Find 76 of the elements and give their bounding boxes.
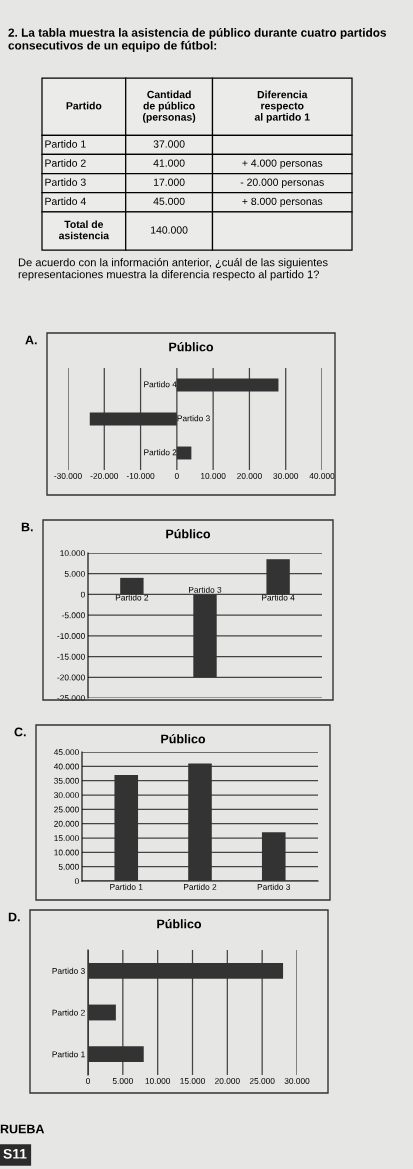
x-tick-label: 40.000 [309, 473, 335, 479]
text: S11 [3, 1148, 27, 1159]
y-tick-label: 0 [74, 878, 79, 885]
chart-title: Público [157, 919, 202, 929]
bar [120, 577, 144, 595]
x-tick-label: Partido 2 [184, 883, 217, 890]
x-tick-label: 0 [174, 473, 179, 479]
y-tick-label: 15.000 [54, 835, 79, 842]
y-tick-label: 5.000 [58, 863, 79, 870]
category-label: Partido 3 [177, 415, 210, 422]
text: Cantidad de público (personas) [142, 90, 196, 123]
text: + 8.000 personas [242, 197, 323, 208]
y-tick-label: 5.000 [64, 570, 85, 577]
y-tick-label: 40.000 [53, 763, 79, 770]
text: 17.000 [153, 178, 185, 186]
x-tick-label: 30.000 [284, 1078, 310, 1084]
text: D. [8, 912, 20, 922]
bar [266, 559, 290, 595]
bar [176, 378, 279, 392]
y-tick-label: 20.000 [54, 820, 79, 827]
text: Total de asistencia [58, 220, 110, 240]
y-tick-label: 25.000 [54, 806, 79, 813]
y-tick-label: Partido 1 [52, 1051, 85, 1058]
x-tick-label: -10.000 [126, 473, 155, 479]
y-tick-label: 45.000 [53, 749, 79, 756]
bar [114, 774, 139, 881]
x-tick-label: 5.000 [112, 1078, 133, 1084]
text: - 20.000 personas [240, 178, 324, 188]
text: Partido 4 [45, 197, 86, 206]
text: De acuerdo con la información anterior, ¿cuál de las siguientes representaciones muestra la diferencia respecto al partido 1? [18, 258, 328, 281]
chart-title: Público [166, 529, 211, 539]
x-tick-label: 20.000 [237, 473, 262, 479]
text: RUEBA [0, 1124, 45, 1134]
bar [261, 832, 286, 881]
y-tick-label: -15.000 [57, 653, 85, 660]
y-tick-label: Partido 2 [52, 1009, 85, 1016]
x-tick-label: 15.000 [180, 1078, 205, 1084]
y-tick-label: 30.000 [54, 792, 79, 799]
x-tick-label: 0 [86, 1078, 90, 1084]
text: Diferencia respecto al partido 1 [254, 90, 310, 123]
y-tick-label: 35.000 [54, 777, 79, 784]
text: A. [25, 335, 37, 345]
x-tick-label: 25.000 [249, 1078, 275, 1084]
y-tick-label: -5.000 [61, 612, 85, 619]
text: 140.000 [151, 226, 188, 234]
text: 45.000 [153, 197, 185, 206]
text: B. [21, 522, 33, 532]
text: C. [14, 727, 26, 737]
chart-title: Público [161, 734, 206, 744]
chart-title: Público [169, 342, 214, 352]
bar [88, 962, 284, 979]
text: 2. La tabla muestra la asistencia de público durante cuatro partidos consecutivos de un equipo de fútbol: [8, 28, 387, 52]
y-tick-label: 10.000 [54, 849, 79, 856]
text: 41.000 [153, 159, 185, 167]
text: 37.000 [153, 140, 185, 148]
category-label: Partido 2 [144, 449, 177, 456]
y-tick-label: Partido 3 [52, 967, 85, 974]
text: + 4.000 personas [242, 159, 323, 169]
x-tick-label: 10.000 [201, 473, 226, 479]
x-tick-label: -20.000 [90, 473, 119, 479]
bar [188, 763, 212, 881]
x-tick-label: Partido 3 [257, 883, 291, 890]
bar [88, 1046, 144, 1063]
category-label: Partido 4 [144, 381, 177, 388]
x-tick-label: 30.000 [273, 473, 299, 479]
x-tick-label: 10.000 [145, 1078, 171, 1084]
bar [88, 1004, 116, 1021]
bar [193, 594, 217, 678]
x-tick-label: 20.000 [215, 1078, 240, 1084]
y-tick-label: -10.000 [57, 633, 85, 639]
x-tick-label: -30.000 [54, 473, 82, 479]
y-tick-label: 10.000 [60, 550, 85, 557]
bar [89, 412, 177, 426]
y-tick-label: -20.000 [57, 674, 85, 681]
x-tick-label: Partido 1 [110, 883, 143, 890]
text: Partido [66, 101, 102, 110]
